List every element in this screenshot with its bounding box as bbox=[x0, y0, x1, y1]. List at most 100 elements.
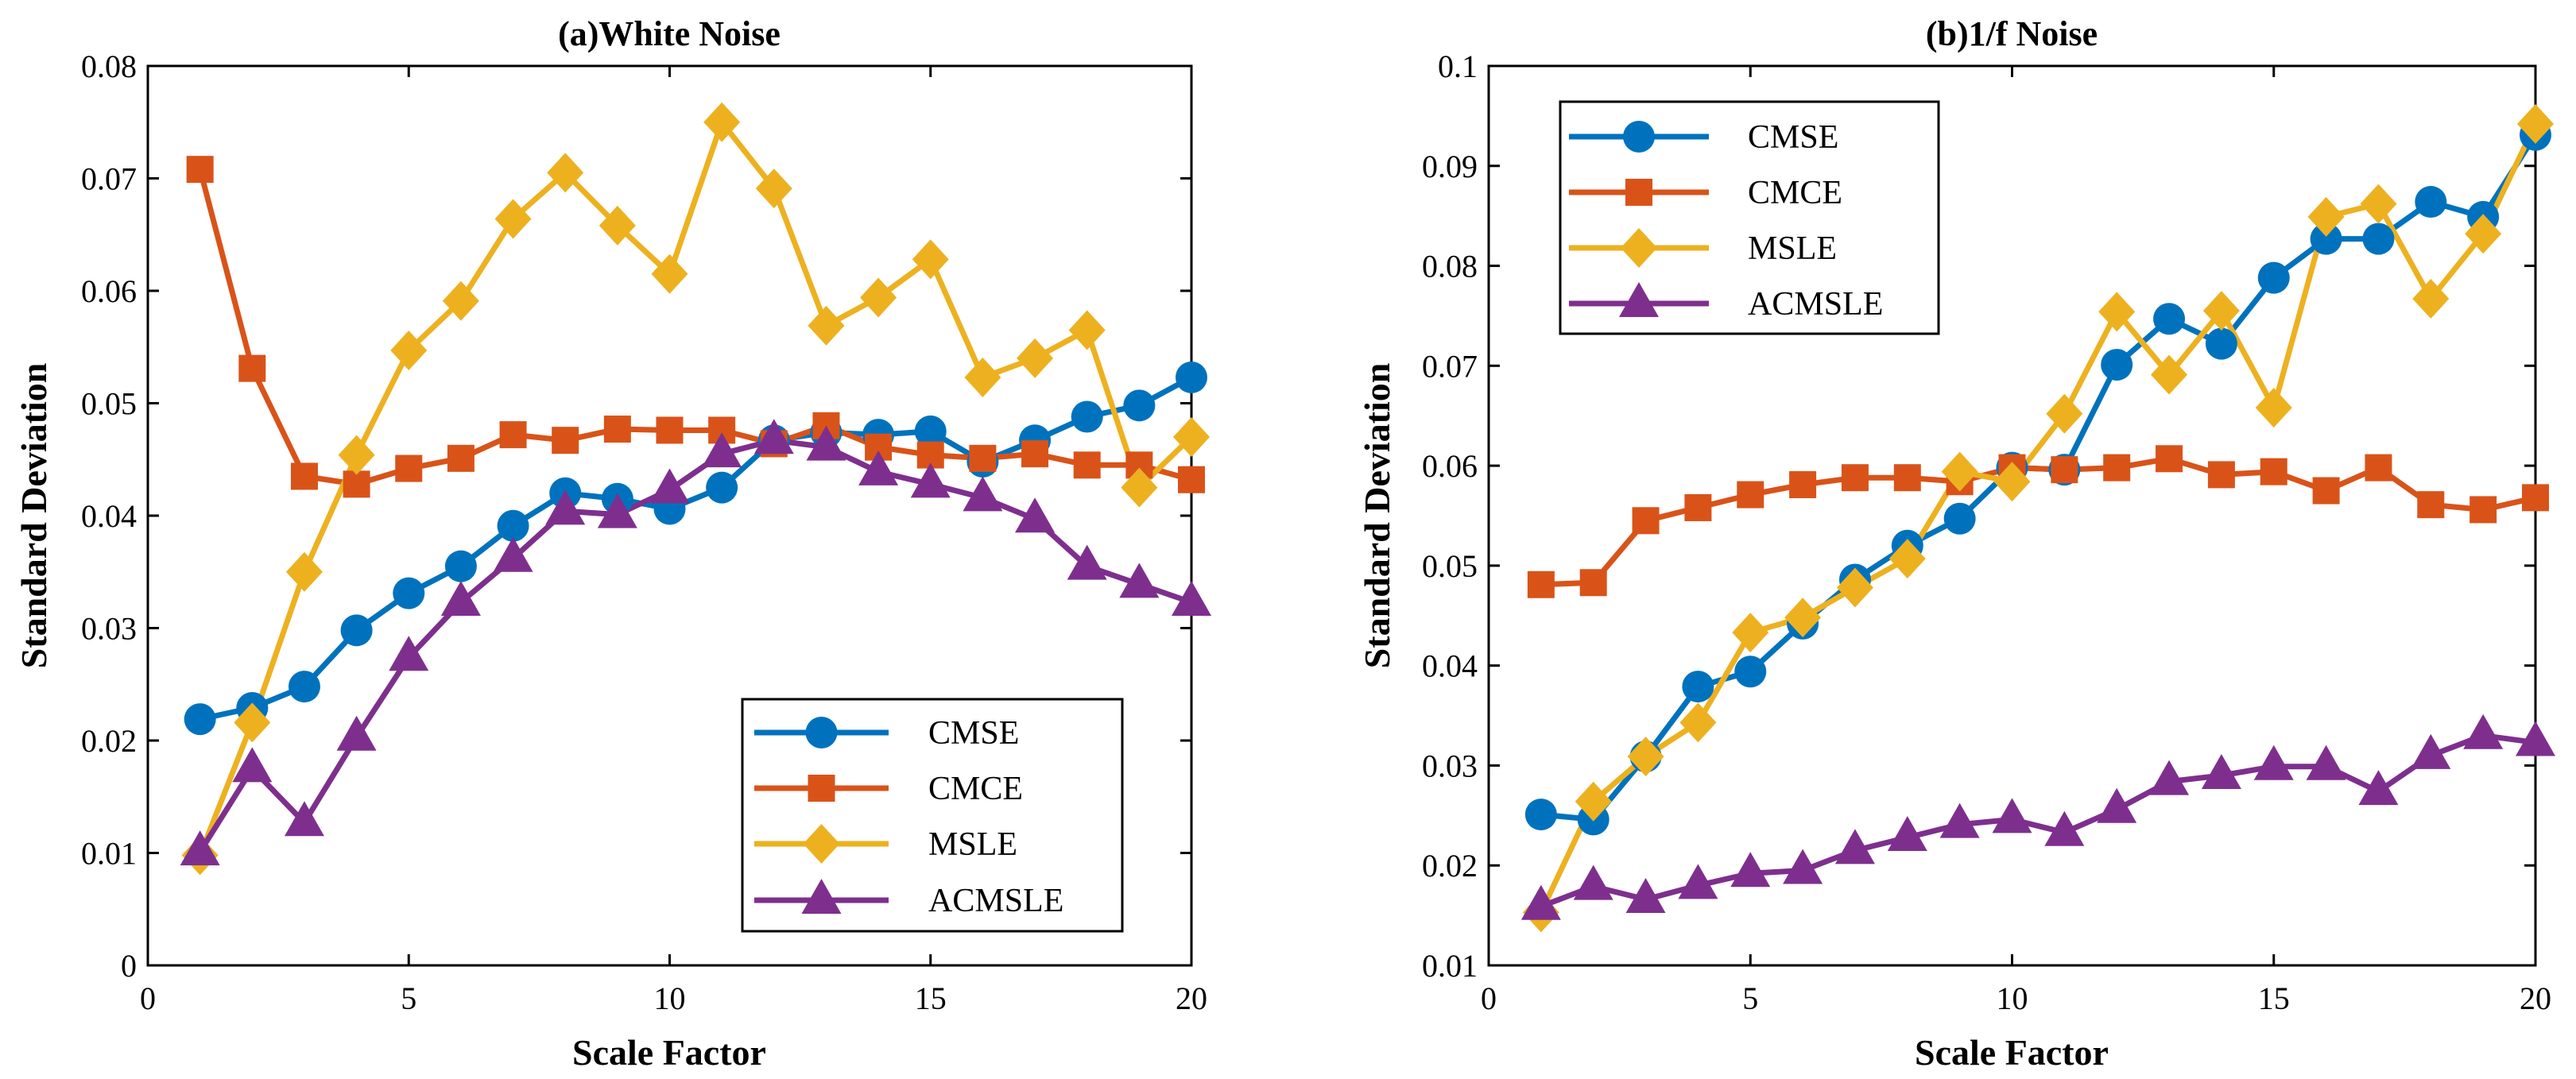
data-point-msle bbox=[2151, 354, 2188, 395]
legend-label-cmse: CMSE bbox=[928, 715, 1019, 752]
data-point-acmsle bbox=[2201, 754, 2241, 790]
data-point-acmsle bbox=[2044, 810, 2085, 846]
data-point-cmce bbox=[1579, 569, 1607, 597]
y-tick-label: 0.03 bbox=[1422, 748, 1478, 783]
data-point-acmsle bbox=[1783, 849, 1823, 884]
legend-marker-cmse bbox=[1623, 121, 1655, 153]
y-tick-label: 0.03 bbox=[81, 611, 137, 647]
data-point-acmsle bbox=[649, 468, 690, 504]
data-point-msle bbox=[442, 280, 479, 321]
data-point-msle bbox=[755, 168, 792, 209]
data-point-cmce bbox=[1527, 570, 1555, 598]
x-tick-label: 10 bbox=[654, 980, 686, 1016]
x-tick-label: 5 bbox=[401, 980, 416, 1016]
data-point-acmsle bbox=[1520, 884, 1561, 920]
data-point-msle bbox=[285, 551, 323, 592]
y-tick-label: 0.02 bbox=[81, 723, 137, 759]
data-point-cmse bbox=[2101, 349, 2133, 381]
data-point-acmsle bbox=[858, 450, 899, 485]
chart-title: (a)White Noise bbox=[558, 14, 781, 53]
data-point-msle bbox=[651, 253, 688, 294]
data-point-cmce bbox=[343, 470, 370, 498]
data-point-cmce bbox=[1737, 481, 1764, 509]
legend-marker-msle bbox=[803, 824, 840, 864]
data-point-cmse bbox=[2310, 222, 2342, 255]
data-point-acmsle bbox=[2358, 770, 2399, 806]
data-point-cmce bbox=[2051, 456, 2078, 484]
data-point-msle bbox=[1836, 567, 1873, 608]
data-point-cmce bbox=[2207, 461, 2235, 489]
y-tick-label: 0.07 bbox=[81, 161, 137, 197]
data-point-cmce bbox=[238, 354, 266, 382]
x-tick-label: 20 bbox=[2520, 980, 2551, 1016]
data-point-cmce bbox=[1841, 464, 1869, 492]
data-point-acmsle bbox=[806, 425, 846, 461]
data-point-acmsle bbox=[2516, 721, 2555, 756]
data-point-msle bbox=[598, 205, 636, 246]
x-tick-label: 5 bbox=[1742, 980, 1758, 1016]
data-point-acmsle bbox=[2306, 744, 2346, 780]
data-point-acmsle bbox=[1067, 544, 1107, 580]
data-point-msle bbox=[1068, 310, 1106, 350]
data-point-msle bbox=[1017, 338, 1054, 378]
data-point-msle bbox=[1993, 462, 2031, 502]
data-point-msle bbox=[808, 305, 845, 346]
data-point-msle bbox=[1121, 467, 1158, 508]
y-tick-label: 0.01 bbox=[81, 836, 137, 872]
y-tick-label: 0.08 bbox=[1422, 249, 1478, 284]
data-point-cmse bbox=[1682, 671, 1714, 703]
x-tick-label: 10 bbox=[1997, 980, 2028, 1016]
data-point-acmsle bbox=[1573, 864, 1613, 900]
data-point-acmsle bbox=[389, 636, 429, 671]
data-point-msle bbox=[2517, 103, 2554, 144]
data-point-cmce bbox=[2522, 484, 2549, 512]
data-point-cmce bbox=[447, 444, 475, 472]
data-point-msle bbox=[2046, 393, 2083, 434]
data-point-msle bbox=[2307, 196, 2345, 237]
legend-marker-cmce bbox=[1625, 179, 1652, 206]
data-point-msle bbox=[1575, 781, 1612, 822]
data-point-acmsle bbox=[1939, 802, 1980, 838]
chart-title: (b)1/f Noise bbox=[1926, 14, 2098, 53]
data-point-msle bbox=[860, 277, 897, 318]
data-point-acmsle bbox=[1887, 816, 1927, 852]
data-point-cmse bbox=[1943, 502, 1976, 535]
data-point-cmce bbox=[1073, 451, 1101, 479]
chart-panel-white-noise: (a)White Noise Scale Factor Standard Dev… bbox=[14, 14, 1211, 1073]
y-tick-label: 0.07 bbox=[1422, 348, 1478, 384]
data-point-cmse bbox=[288, 671, 320, 703]
data-point-msle bbox=[1784, 598, 1822, 638]
x-tick-label: 0 bbox=[1481, 980, 1497, 1016]
data-point-acmsle bbox=[232, 747, 273, 783]
data-point-cmse bbox=[340, 614, 373, 647]
data-point-cmce bbox=[603, 416, 631, 443]
data-point-cmse bbox=[2153, 303, 2186, 335]
data-point-cmce bbox=[2312, 477, 2340, 505]
y-axis-label: Standard Deviation bbox=[14, 363, 54, 669]
data-point-cmce bbox=[656, 416, 684, 444]
data-point-cmce bbox=[969, 444, 997, 472]
data-point-cmce bbox=[1178, 466, 1205, 493]
data-point-cmse bbox=[914, 415, 947, 447]
data-point-cmce bbox=[2260, 458, 2287, 485]
legend-label-cmse: CMSE bbox=[1748, 119, 1838, 156]
y-tick-label: 0.04 bbox=[81, 498, 137, 534]
data-point-cmse bbox=[2257, 261, 2290, 294]
data-point-acmsle bbox=[1834, 829, 1875, 864]
data-point-acmsle bbox=[2253, 744, 2294, 780]
data-point-cmce bbox=[186, 156, 214, 184]
data-point-acmsle bbox=[2463, 714, 2504, 749]
data-point-msle bbox=[1732, 613, 1769, 653]
data-point-acmsle bbox=[1172, 580, 1211, 616]
y-tick-label: 0 bbox=[121, 948, 137, 984]
legend-box bbox=[1559, 100, 1940, 335]
data-point-msle bbox=[2202, 291, 2240, 331]
data-point-acmsle bbox=[1015, 497, 1056, 533]
data-point-cmce bbox=[552, 427, 579, 454]
data-point-cmce bbox=[2365, 454, 2392, 481]
data-point-msle bbox=[1888, 539, 1926, 579]
legend-label-msle: MSLE bbox=[1748, 230, 1837, 267]
data-point-acmsle bbox=[545, 489, 586, 525]
y-tick-label: 0.1 bbox=[1438, 48, 1478, 84]
